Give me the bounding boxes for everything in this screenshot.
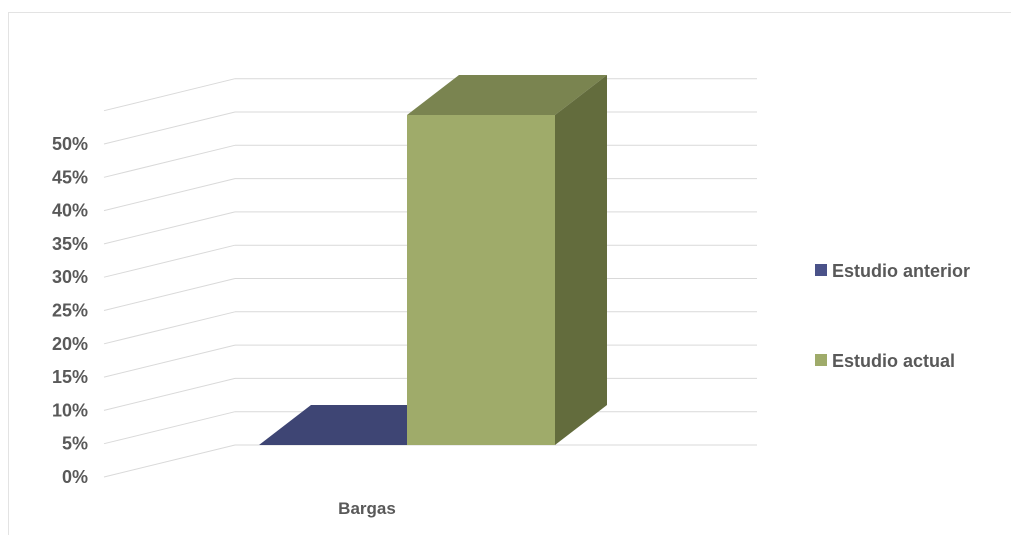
side-wall-gridline bbox=[103, 144, 236, 178]
bar-top-face bbox=[407, 75, 607, 115]
y-axis-tick-labels: 0% 5% 10% 15% 20% 25% 30% 35% 40% 45% 50% bbox=[52, 134, 88, 487]
side-wall-gridline bbox=[103, 311, 236, 345]
side-wall-gridline bbox=[103, 344, 236, 378]
bars bbox=[259, 75, 607, 445]
y-tick-label: 5% bbox=[62, 434, 88, 454]
side-wall-gridline bbox=[103, 377, 236, 411]
side-wall-gridline bbox=[103, 211, 236, 245]
side-wall-gridline bbox=[103, 244, 236, 278]
x-axis-category-labels: Bargas bbox=[338, 499, 396, 518]
y-tick-label: 45% bbox=[52, 167, 88, 187]
side-wall-gridline bbox=[103, 444, 236, 478]
y-tick-label: 30% bbox=[52, 267, 88, 287]
y-tick-label: 50% bbox=[52, 134, 88, 154]
y-tick-label: 25% bbox=[52, 301, 88, 321]
bar-estudio-actual bbox=[407, 75, 607, 445]
legend-swatch bbox=[815, 264, 827, 276]
bar-front-face bbox=[407, 115, 555, 445]
side-wall-gridline bbox=[103, 111, 236, 145]
legend-label: Estudio anterior bbox=[832, 261, 970, 281]
side-wall-gridline bbox=[103, 411, 236, 445]
legend: Estudio anterior Estudio actual bbox=[815, 261, 970, 371]
y-tick-label: 20% bbox=[52, 334, 88, 354]
legend-swatch bbox=[815, 354, 827, 366]
x-category-label: Bargas bbox=[338, 499, 396, 518]
y-tick-label: 15% bbox=[52, 367, 88, 387]
side-wall-gridline bbox=[103, 178, 236, 212]
chart-frame bbox=[8, 12, 1011, 535]
y-tick-label: 10% bbox=[52, 400, 88, 420]
y-tick-label: 40% bbox=[52, 201, 88, 221]
y-tick-label: 0% bbox=[62, 467, 88, 487]
legend-label: Estudio actual bbox=[832, 351, 955, 371]
y-tick-label: 35% bbox=[52, 234, 88, 254]
side-wall-gridline bbox=[103, 278, 236, 311]
side-wall-gridline bbox=[103, 78, 236, 112]
bar-side-face bbox=[555, 75, 607, 445]
